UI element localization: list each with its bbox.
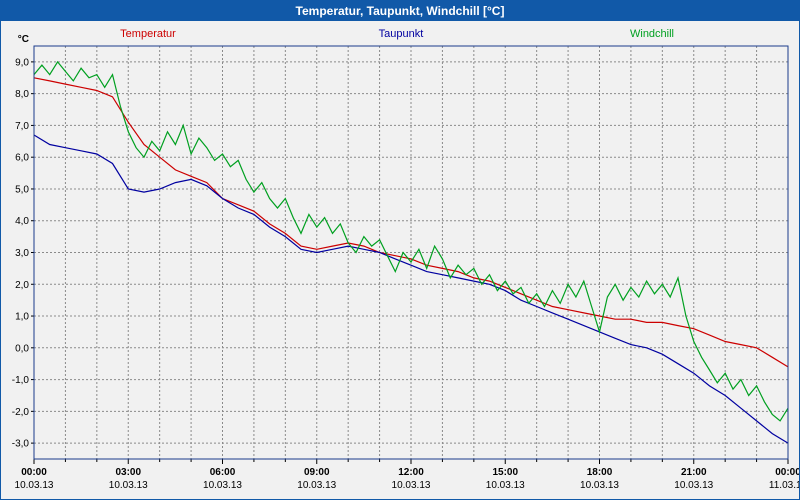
series-temperatur bbox=[33, 77, 789, 368]
x-tick-time-label: 00:00 bbox=[21, 467, 47, 478]
chart-title: Temperatur, Taupunkt, Windchill [°C] bbox=[295, 4, 505, 18]
x-tick-time-label: 09:00 bbox=[304, 467, 330, 478]
x-tick-time-label: 12:00 bbox=[398, 467, 424, 478]
y-tick-label: -1,0 bbox=[12, 375, 30, 386]
chart-svg: °C 9,0 8,0 7,0 6,0 5,0 4,0 3,0 2,0 1,0 0,0 -1,0 -2,0… bbox=[12, 34, 799, 491]
title-bar: Temperatur, Taupunkt, Windchill [°C] bbox=[1, 1, 799, 21]
series-taupunkt bbox=[33, 134, 789, 444]
x-tick-date-label: 10.03.13 bbox=[15, 480, 54, 491]
y-tick-label: 5,0 bbox=[15, 184, 29, 195]
y-tick-label: 6,0 bbox=[15, 153, 29, 164]
x-tick-time-label: 21:00 bbox=[681, 467, 707, 478]
x-tick-date-label: 10.03.13 bbox=[486, 480, 525, 491]
y-axis-unit-label: °C bbox=[18, 34, 29, 45]
x-tick-date-label: 10.03.13 bbox=[674, 480, 713, 491]
x-tick-date-label: 10.03.13 bbox=[109, 480, 148, 491]
x-tick-date-label: 10.03.13 bbox=[297, 480, 336, 491]
x-tick-date-label: 11.03.13 bbox=[769, 480, 799, 491]
x-tick-time-label: 00:00 bbox=[775, 467, 799, 478]
y-tick-label: 0,0 bbox=[15, 343, 29, 354]
y-tick-label: 9,0 bbox=[15, 57, 29, 68]
y-tick-label: 1,0 bbox=[15, 312, 29, 323]
x-tick-time-label: 18:00 bbox=[587, 467, 613, 478]
x-tick-time-label: 15:00 bbox=[492, 467, 518, 478]
x-tick-time-label: 03:00 bbox=[115, 467, 141, 478]
x-tick-date-label: 10.03.13 bbox=[392, 480, 431, 491]
y-tick-label: 3,0 bbox=[15, 248, 29, 259]
x-tick-date-label: 10.03.13 bbox=[580, 480, 619, 491]
y-tick-label: 8,0 bbox=[15, 89, 29, 100]
y-tick-label: 7,0 bbox=[15, 121, 29, 132]
series-windchill bbox=[33, 60, 789, 422]
y-tick-label: -3,0 bbox=[12, 439, 30, 450]
x-tick-date-label: 10.03.13 bbox=[203, 480, 242, 491]
y-tick-label: 4,0 bbox=[15, 216, 29, 227]
y-tick-label: -2,0 bbox=[12, 407, 30, 418]
y-tick-label: 2,0 bbox=[15, 280, 29, 291]
x-tick-time-label: 06:00 bbox=[210, 467, 236, 478]
